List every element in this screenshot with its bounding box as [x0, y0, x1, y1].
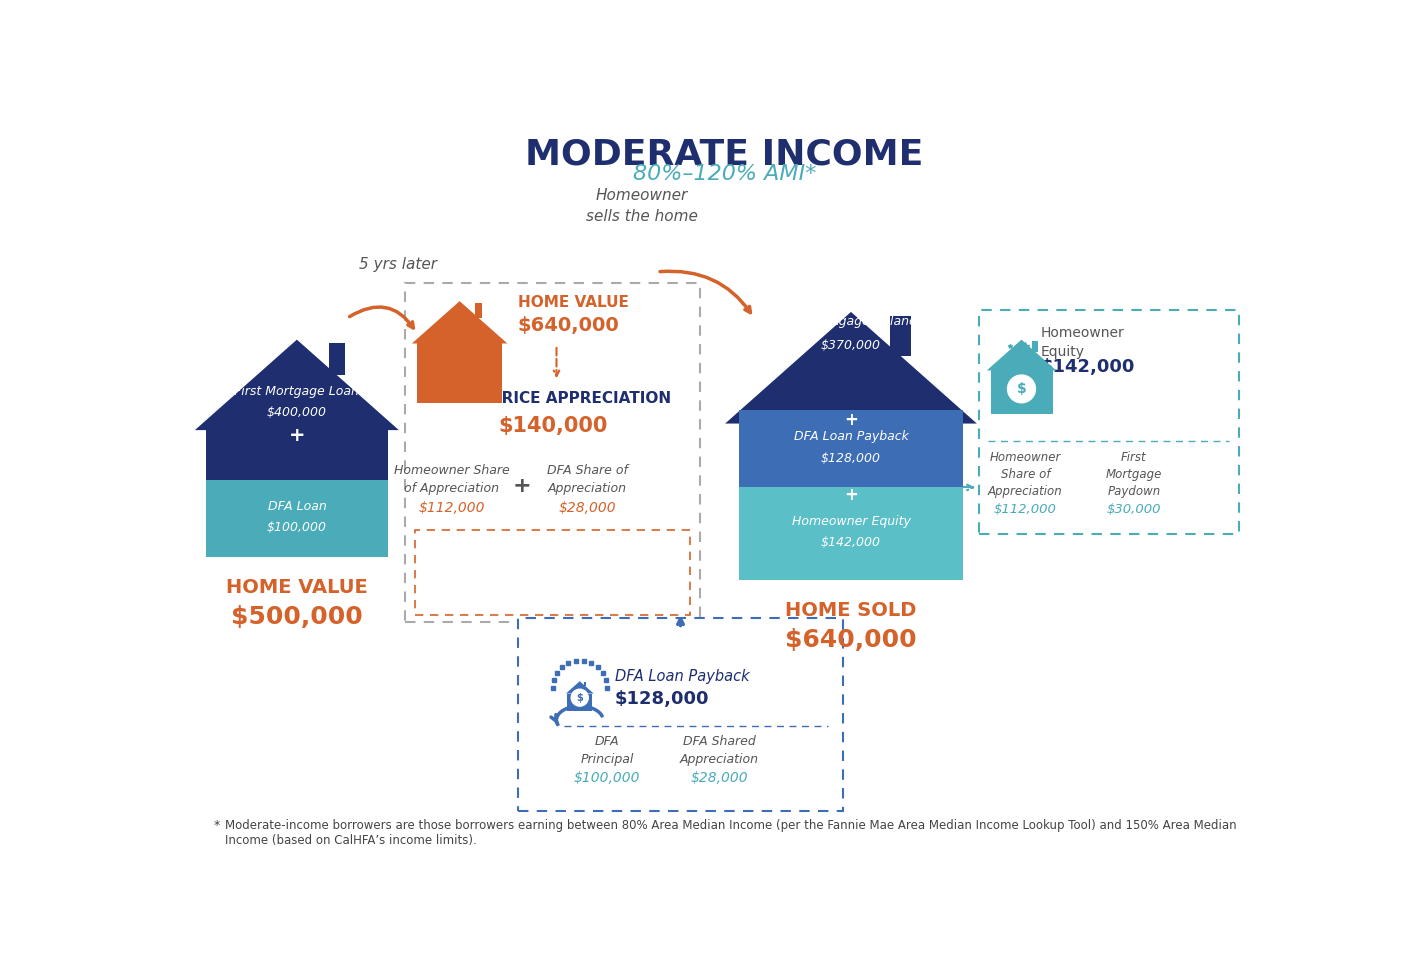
Text: +: +	[844, 486, 858, 505]
Circle shape	[1008, 375, 1035, 403]
Text: First Mortgage Balance: First Mortgage Balance	[779, 316, 923, 328]
Text: HOME SOLD: HOME SOLD	[785, 602, 916, 620]
Text: $640,000: $640,000	[518, 316, 619, 335]
Bar	[206, 480, 387, 557]
Text: DFA Loan Payback: DFA Loan Payback	[793, 430, 908, 443]
Polygon shape	[411, 301, 508, 344]
Polygon shape	[417, 344, 502, 403]
Text: Homeowner Equity: Homeowner Equity	[792, 515, 911, 528]
Text: $: $	[1017, 382, 1027, 396]
Polygon shape	[1032, 341, 1038, 351]
Polygon shape	[987, 340, 1056, 371]
Text: $30,000: $30,000	[1107, 503, 1161, 516]
Text: +: +	[288, 426, 305, 445]
FancyBboxPatch shape	[978, 310, 1239, 534]
Text: $28,000: $28,000	[559, 502, 617, 515]
Text: $128,000: $128,000	[822, 452, 881, 465]
Text: DFA Loan: DFA Loan	[267, 500, 327, 513]
Text: 80%–120% AMI*: 80%–120% AMI*	[633, 164, 816, 184]
Text: $112,000: $112,000	[994, 503, 1056, 516]
Text: $400,000: $400,000	[267, 405, 327, 419]
Text: $142,000: $142,000	[822, 536, 881, 550]
Text: *: *	[214, 819, 221, 832]
Text: First Mortgage Loan: First Mortgage Loan	[235, 385, 359, 398]
Text: MODERATE INCOME: MODERATE INCOME	[526, 137, 923, 171]
Text: $100,000: $100,000	[267, 521, 327, 534]
FancyBboxPatch shape	[414, 530, 690, 614]
Polygon shape	[567, 693, 592, 711]
Text: DFA
Principal: DFA Principal	[580, 736, 633, 767]
Polygon shape	[566, 681, 594, 693]
Text: HOME VALUE: HOME VALUE	[518, 296, 629, 310]
Text: $100,000: $100,000	[574, 770, 641, 785]
FancyBboxPatch shape	[518, 618, 843, 811]
Text: HOME PRICE APPRECIATION: HOME PRICE APPRECIATION	[434, 391, 672, 406]
Text: $140,000: $140,000	[498, 416, 607, 436]
Text: +: +	[512, 476, 530, 496]
Text: $128,000: $128,000	[615, 690, 710, 708]
Text: DFA Shared
Appreciation: DFA Shared Appreciation	[680, 736, 759, 767]
Text: $28,000: $28,000	[690, 770, 748, 785]
Text: $112,000: $112,000	[419, 502, 485, 515]
Text: $500,000: $500,000	[230, 605, 363, 629]
Circle shape	[571, 690, 588, 706]
Text: $142,000: $142,000	[1041, 358, 1135, 377]
Text: Homeowner
sells the home: Homeowner sells the home	[585, 189, 697, 224]
Text: Homeowner Share
of Appreciation: Homeowner Share of Appreciation	[395, 464, 510, 495]
Text: DFA Share of
Appreciation: DFA Share of Appreciation	[547, 464, 628, 495]
Polygon shape	[725, 312, 977, 424]
FancyBboxPatch shape	[406, 283, 700, 622]
Text: DFA Loan Payback: DFA Loan Payback	[615, 668, 749, 684]
Text: HOME VALUE: HOME VALUE	[226, 579, 368, 597]
Text: 5 yrs later: 5 yrs later	[359, 257, 437, 272]
Text: $: $	[577, 692, 583, 703]
Text: Homeowner
Share of
Appreciation: Homeowner Share of Appreciation	[988, 452, 1063, 498]
Polygon shape	[195, 340, 399, 430]
Text: Homeowner
Equity: Homeowner Equity	[1041, 325, 1124, 359]
Polygon shape	[891, 316, 911, 355]
Text: +: +	[844, 410, 858, 429]
Polygon shape	[206, 430, 387, 557]
Text: $640,000: $640,000	[785, 628, 916, 652]
Bar	[738, 487, 963, 580]
Polygon shape	[584, 682, 587, 686]
Polygon shape	[990, 371, 1052, 413]
Text: Income (based on CalHFA’s income limits).: Income (based on CalHFA’s income limits)…	[225, 834, 477, 847]
Polygon shape	[475, 302, 482, 318]
Polygon shape	[738, 424, 963, 580]
Text: First
Mortgage
Paydown: First Mortgage Paydown	[1106, 452, 1162, 498]
Polygon shape	[328, 343, 345, 376]
Bar	[738, 410, 963, 487]
Text: Moderate-income borrowers are those borrowers earning between 80% Area Median In: Moderate-income borrowers are those borr…	[225, 819, 1236, 832]
Text: $370,000: $370,000	[822, 339, 881, 351]
